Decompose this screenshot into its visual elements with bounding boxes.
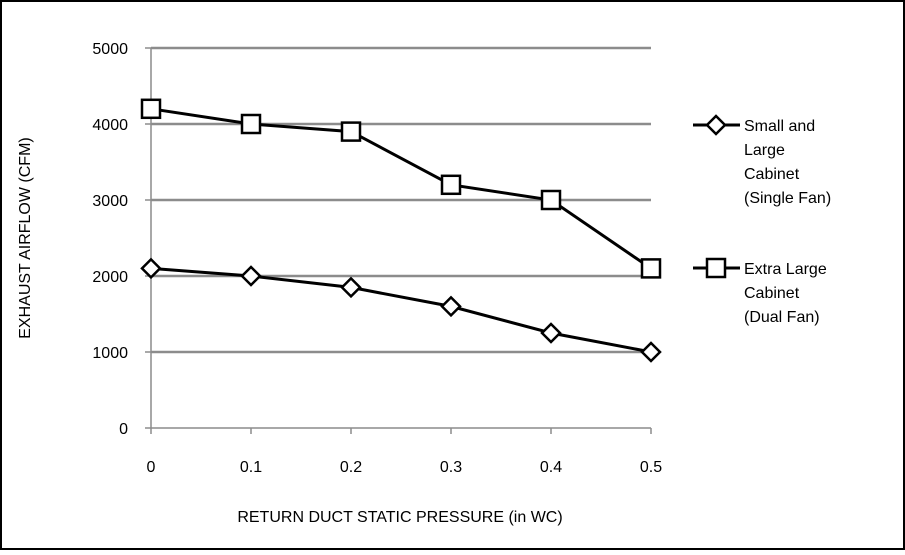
x-tick-label: 0.4: [540, 459, 562, 476]
legend: Small and Large Cabinet (Single Fan) Extra L…: [693, 114, 831, 326]
y-tick-label: 4000: [92, 117, 128, 134]
square-data-point: [540, 189, 562, 211]
legend-label: Small and: [744, 118, 815, 135]
y-tick-label: 2000: [92, 269, 128, 286]
legend-label: Cabinet: [744, 166, 800, 183]
diamond-data-point: [140, 257, 162, 280]
square-data-point: [440, 174, 462, 196]
square-data-point: [640, 258, 662, 279]
legend-square-marker: [705, 257, 727, 279]
square-data-point: [240, 113, 262, 135]
square-data-point: [140, 98, 162, 120]
y-tick-label: 5000: [92, 41, 128, 58]
legend-label: (Single Fan): [744, 190, 831, 207]
x-tick-label: 0.1: [240, 459, 262, 476]
diamond-data-point: [440, 295, 462, 318]
y-tick-label: 3000: [92, 193, 128, 210]
diamond-data-point: [640, 341, 662, 363]
y-tick-labels: 0 1000 2000 3000 4000 5000: [92, 41, 128, 438]
diamond-data-point: [240, 265, 262, 287]
legend-label: Cabinet: [744, 285, 800, 302]
legend-diamond-marker: [705, 114, 727, 136]
x-tick-labels: 0 0.1 0.2 0.3 0.4 0.5: [147, 459, 663, 476]
diamond-data-point: [540, 322, 562, 344]
legend-label: Large: [744, 142, 785, 159]
x-tick-label: 0: [147, 459, 156, 476]
square-series-line: [150, 107, 652, 270]
diamond-series-line: [150, 266, 652, 354]
diamond-data-point: [340, 276, 362, 299]
y-tick-label: 0: [119, 421, 128, 438]
y-tick-label: 1000: [92, 345, 128, 362]
y-axis-title: EXHAUST AIRFLOW (CFM): [17, 137, 34, 339]
x-tick-label: 0.5: [640, 459, 662, 476]
square-data-point: [340, 121, 362, 142]
legend-label: (Dual Fan): [744, 309, 820, 326]
x-axis-title: RETURN DUCT STATIC PRESSURE (in WC): [237, 509, 562, 526]
x-tick-label: 0.3: [440, 459, 462, 476]
legend-label: Extra Large: [744, 261, 827, 278]
series: [140, 98, 662, 363]
x-tick-label: 0.2: [340, 459, 362, 476]
